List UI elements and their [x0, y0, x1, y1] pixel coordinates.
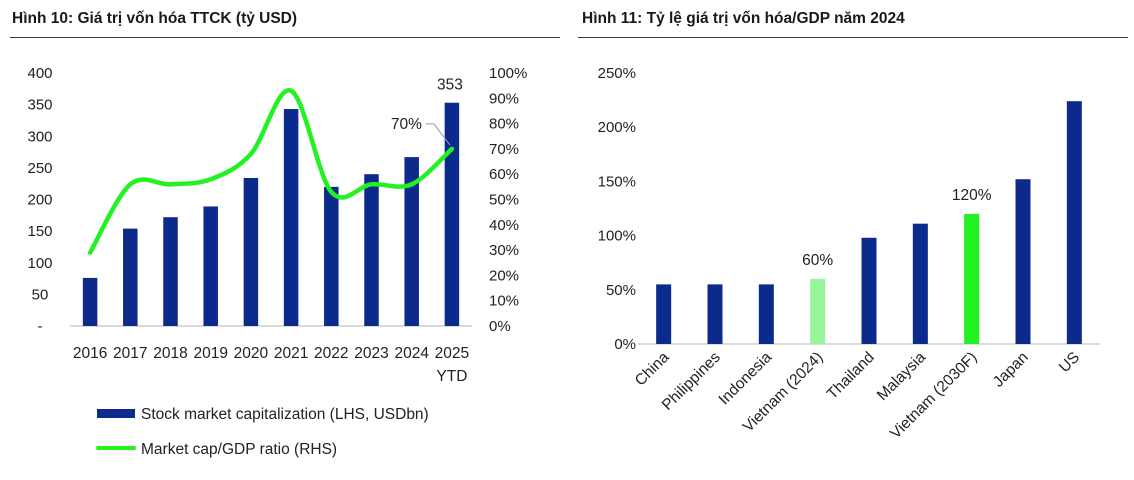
bar [964, 213, 980, 344]
y-left-tick-label: 200 [27, 192, 52, 209]
legend-line-label: Market cap/GDP ratio (RHS) [141, 441, 337, 458]
y-left-tick-label: 50 [32, 286, 49, 303]
y-left-tick-label: 400 [27, 65, 52, 82]
chart-panel-cap-to-gdp: Hình 11: Tỷ lệ giá trị vốn hóa/GDP năm 2… [576, 0, 1134, 480]
y-right-tick-label: 0% [489, 318, 511, 335]
x-tick-label: 2020 [234, 345, 269, 362]
title-divider [10, 37, 560, 38]
x-tick-label: 2017 [113, 345, 147, 362]
y-tick-label: 200% [598, 119, 636, 136]
market-cap-chart: 400 350 300 250 200 150 100 50 - 100% 90% 80% 70% 60%… [27, 65, 527, 458]
x-tick-label: 2024 [394, 345, 429, 362]
legend-bar-swatch [97, 409, 135, 418]
y-right-tick-label: 100% [489, 65, 527, 82]
x-tick-label: Japan [990, 349, 1032, 391]
y-tick-label: 0% [614, 336, 636, 353]
chart-title: Hình 11: Tỷ lệ giá trị vốn hóa/GDP năm 2… [582, 10, 905, 27]
x-tick-label: 2019 [193, 345, 227, 362]
x-tick-label: 2023 [354, 345, 388, 362]
chart-title: Hình 10: Giá trị vốn hóa TTCK (tỷ USD) [12, 10, 298, 27]
x-tick-label: China [632, 349, 673, 390]
legend-bar-label: Stock market capitalization (LHS, USDbn) [141, 406, 429, 423]
x-tick-label: 2016 [73, 345, 107, 362]
cap-to-gdp-chart: 250%200%150%100%50%0%ChinaPhilippinesInd… [598, 65, 1100, 442]
bar [203, 206, 218, 326]
y-left-tick-label: 100 [27, 255, 52, 272]
y-right-tick-label: 60% [489, 166, 519, 183]
line-data-label: 70% [391, 116, 422, 133]
x-tick-label: 2018 [153, 345, 187, 362]
y-right-tick-label: 10% [489, 293, 519, 310]
bar-data-label: 353 [437, 77, 463, 94]
bar [444, 102, 460, 326]
y-right-tick-label: 50% [489, 192, 519, 209]
title-divider [578, 37, 1128, 38]
bar [1015, 179, 1031, 344]
y-left-tick-label: 150 [27, 223, 52, 240]
y-right-tick-label: 80% [489, 116, 519, 133]
x-tick-label: Thailand [824, 349, 878, 403]
bar [656, 284, 672, 344]
bar [283, 109, 299, 327]
bar [82, 277, 98, 326]
y-right-tick-label: 30% [489, 242, 519, 259]
bar-data-label: 60% [802, 252, 833, 269]
y-right-tick-label: 20% [489, 267, 519, 284]
bar [707, 284, 723, 344]
x-tick-label: 2025 [435, 345, 469, 362]
x-tick-label: Vietnam (2030F) [887, 349, 980, 442]
bar [1066, 101, 1082, 345]
bar [364, 174, 379, 326]
bar [404, 157, 419, 326]
x-tick-sublabel: YTD [436, 368, 467, 385]
y-tick-label: 50% [606, 282, 636, 299]
bar-data-label: 120% [952, 187, 992, 204]
y-tick-label: 150% [598, 173, 636, 190]
bar [912, 223, 928, 344]
x-tick-label: 2021 [274, 345, 308, 362]
bar [861, 237, 877, 344]
y-left-tick-label: 300 [27, 128, 52, 145]
y-right-tick-label: 40% [489, 217, 519, 234]
bar [810, 278, 826, 344]
chart-panel-market-cap: Hình 10: Giá trị vốn hóa TTCK (tỷ USD) 4… [0, 0, 562, 480]
ratio-line [87, 88, 455, 255]
y-left-tick-label: 250 [27, 160, 52, 177]
y-right-tick-label: 90% [489, 90, 519, 107]
y-left-tick-label: - [38, 318, 43, 335]
y-tick-label: 250% [598, 65, 636, 82]
bar [243, 177, 259, 326]
label-leader-line [425, 123, 451, 146]
y-left-tick-label: 350 [27, 97, 52, 114]
bar [123, 228, 138, 326]
bar [758, 284, 774, 344]
y-right-tick-label: 70% [489, 141, 519, 158]
bar [163, 217, 178, 326]
x-tick-label: 2022 [314, 345, 348, 362]
bar [324, 186, 339, 326]
x-tick-label: US [1056, 349, 1083, 376]
y-tick-label: 100% [598, 228, 636, 245]
